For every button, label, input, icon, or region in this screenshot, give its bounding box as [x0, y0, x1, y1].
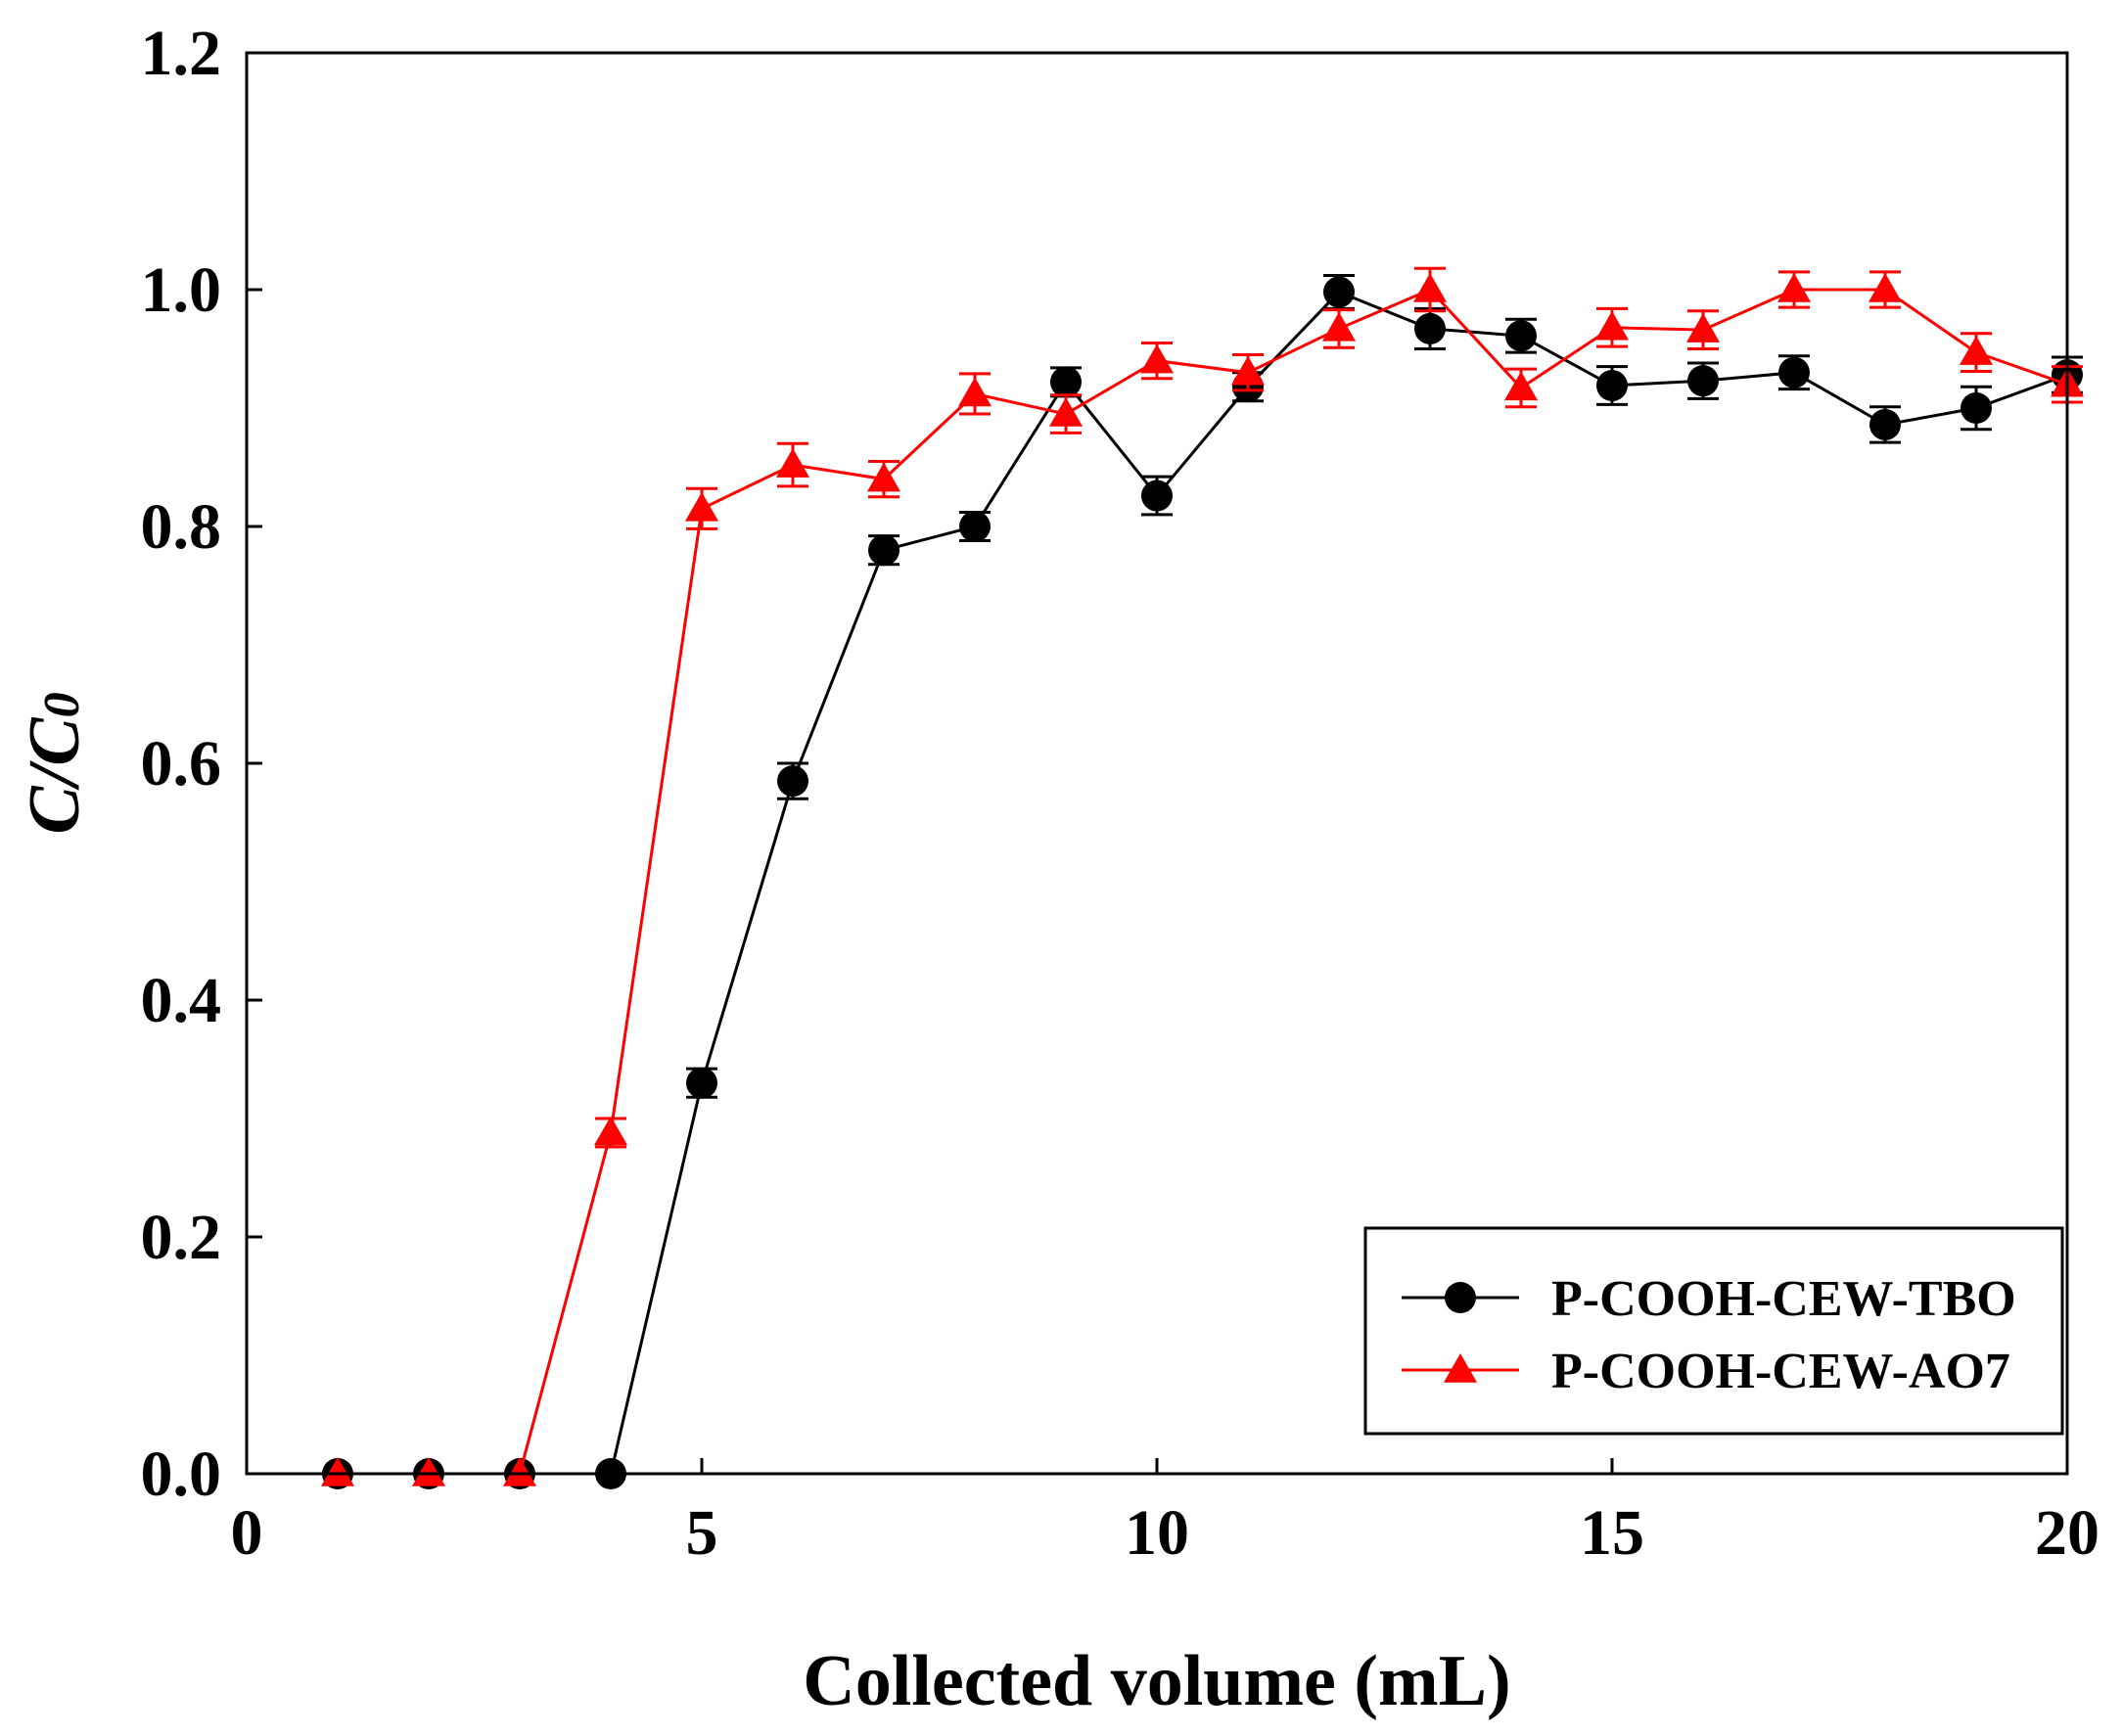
series-layer — [321, 266, 2084, 1489]
data-point — [1596, 370, 1628, 402]
data-point — [1777, 273, 1811, 302]
data-point — [1414, 312, 1446, 344]
y-tick-label: 0.2 — [141, 1202, 222, 1273]
data-point — [1687, 365, 1719, 397]
data-point — [321, 1457, 354, 1486]
legend-marker — [1444, 1353, 1477, 1383]
data-point — [777, 765, 808, 798]
data-point — [959, 511, 991, 542]
legend: P-COOH-CEW-TBO P-COOH-CEW-AO7 — [1363, 1226, 2064, 1436]
data-point — [594, 1116, 627, 1146]
legend-marker — [1445, 1282, 1476, 1313]
x-axis-title: Collected volume (mL) — [803, 1641, 1510, 1721]
y-tick-label: 0.8 — [141, 491, 222, 563]
data-point — [1322, 311, 1356, 342]
x-tick-label: 20 — [2035, 1497, 2099, 1569]
data-point — [1505, 320, 1537, 352]
data-point — [868, 534, 900, 567]
data-point — [1050, 366, 1082, 398]
data-point — [503, 1457, 536, 1486]
y-tick-label: 1.2 — [141, 18, 222, 89]
legend-box — [1363, 1226, 2064, 1436]
data-point — [867, 462, 900, 492]
data-point — [412, 1457, 445, 1486]
data-point — [1778, 356, 1810, 388]
data-point — [1323, 276, 1355, 308]
data-point — [1141, 480, 1173, 512]
data-point — [958, 377, 992, 407]
x-tick-label: 5 — [686, 1497, 718, 1569]
data-point — [1595, 310, 1629, 341]
legend-label: P-COOH-CEW-TBO — [1551, 1271, 2016, 1327]
y-axis-title: C/C0 — [15, 692, 95, 834]
data-point — [1413, 273, 1447, 302]
series-P-COOH-CEW-AO7 — [321, 266, 2084, 1486]
data-point — [1868, 273, 1902, 302]
data-point — [1686, 313, 1720, 343]
data-point — [1140, 343, 1174, 374]
data-point — [1960, 336, 1993, 365]
y-tick-label: 0.4 — [141, 965, 222, 1036]
y-axis-title-main: C/C — [15, 716, 95, 835]
data-point — [1504, 371, 1538, 401]
data-point — [1231, 355, 1265, 386]
data-point — [1869, 408, 1901, 440]
data-point — [1049, 397, 1083, 427]
y-tick-label: 0.0 — [141, 1439, 222, 1510]
series-line — [338, 288, 2068, 1476]
ticks-layer: 0 5 10 15 20 0.0 0.2 0.4 0.6 0.8 1.0 1.2 — [141, 18, 2100, 1569]
x-tick-label: 10 — [1125, 1497, 1189, 1569]
x-tick-label: 0 — [231, 1497, 263, 1569]
x-tick-label: 15 — [1580, 1497, 1644, 1569]
legend-label: P-COOH-CEW-AO7 — [1551, 1344, 2010, 1399]
data-point — [1961, 392, 1992, 424]
data-point — [776, 448, 809, 478]
data-point — [686, 1067, 717, 1099]
y-tick-label: 0.6 — [141, 728, 222, 799]
y-axis-title-subscript: 0 — [34, 692, 90, 717]
y-tick-label: 1.0 — [141, 254, 222, 326]
data-point — [685, 491, 718, 522]
